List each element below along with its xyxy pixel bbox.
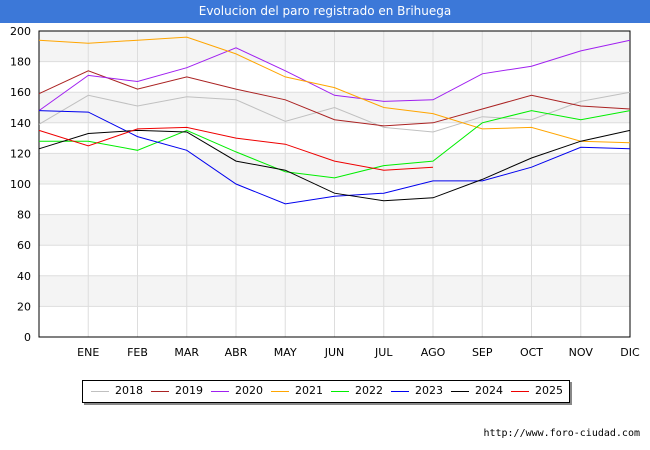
- x-tick-label: NOV: [569, 346, 594, 359]
- series-line-2025: [38, 126, 434, 171]
- series-line-2021: [38, 36, 631, 144]
- x-tick-label: MAY: [274, 346, 297, 359]
- legend-item-2022: 2022: [331, 381, 391, 402]
- series-line-2024: [38, 129, 631, 202]
- legend-item-2025: 2025: [511, 381, 571, 402]
- legend-swatch: [451, 391, 469, 392]
- legend-label: 2020: [235, 384, 263, 397]
- series-line-2020: [38, 39, 631, 112]
- legend-item-2021: 2021: [271, 381, 331, 402]
- chart-area: 0 20 40 60 80 100 120 140 160 180 200 ENE FEB MAR ABR M…: [0, 23, 650, 450]
- x-tick-label: JUL: [374, 346, 393, 359]
- chart-title: Evolucion del paro registrado en Brihueg…: [0, 0, 650, 23]
- source-link[interactable]: http://www.foro-ciudad.com: [483, 428, 640, 439]
- legend-label: 2024: [475, 384, 503, 397]
- legend-label: 2025: [535, 384, 563, 397]
- x-tick-label: JUN: [324, 346, 345, 359]
- legend-item-2019: 2019: [151, 381, 211, 402]
- y-tick-label: 40: [17, 270, 31, 283]
- x-tick-label: ENE: [77, 346, 99, 359]
- series-line-2018: [38, 91, 631, 133]
- series-line-2023: [38, 110, 631, 205]
- legend-swatch: [211, 391, 229, 392]
- y-tick-label: 180: [10, 56, 31, 69]
- legend: 2018 2019 2020 2021 2022 2023 2024 2025: [82, 380, 570, 403]
- legend-item-2018: 2018: [91, 381, 151, 402]
- x-tick-label: SEP: [472, 346, 493, 359]
- y-tick-label: 20: [17, 300, 31, 313]
- x-tick-label: FEB: [127, 346, 148, 359]
- y-tick-label: 100: [10, 178, 31, 191]
- y-tick-label: 80: [17, 209, 31, 222]
- y-tick-label: 140: [10, 117, 31, 130]
- x-tick-label: AGO: [421, 346, 446, 359]
- plot-border: [38, 30, 631, 338]
- y-tick-label: 200: [10, 25, 31, 38]
- legend-label: 2023: [415, 384, 443, 397]
- x-tick-label: OCT: [520, 346, 543, 359]
- legend-swatch: [151, 391, 169, 392]
- legend-label: 2021: [295, 384, 323, 397]
- legend-item-2020: 2020: [211, 381, 271, 402]
- legend-label: 2022: [355, 384, 383, 397]
- x-tick-label: DIC: [620, 346, 640, 359]
- legend-swatch: [91, 391, 109, 392]
- legend-label: 2018: [115, 384, 143, 397]
- y-tick-label: 0: [24, 331, 31, 344]
- legend-swatch: [391, 391, 409, 392]
- legend-item-2023: 2023: [391, 381, 451, 402]
- y-tick-label: 60: [17, 239, 31, 252]
- x-tick-label: MAR: [174, 346, 199, 359]
- y-tick-label: 120: [10, 147, 31, 160]
- series-line-2022: [39, 110, 631, 179]
- legend-swatch: [511, 391, 529, 392]
- line-chart: 0 20 40 60 80 100 120 140 160 180 200 ENE FEB MAR ABR M…: [10, 25, 640, 359]
- legend-swatch: [331, 391, 349, 392]
- x-tick-label: ABR: [225, 346, 248, 359]
- legend-swatch: [271, 391, 289, 392]
- series-line-2019: [38, 70, 631, 127]
- legend-item-2024: 2024: [451, 381, 511, 402]
- legend-label: 2019: [175, 384, 203, 397]
- y-tick-label: 160: [10, 86, 31, 99]
